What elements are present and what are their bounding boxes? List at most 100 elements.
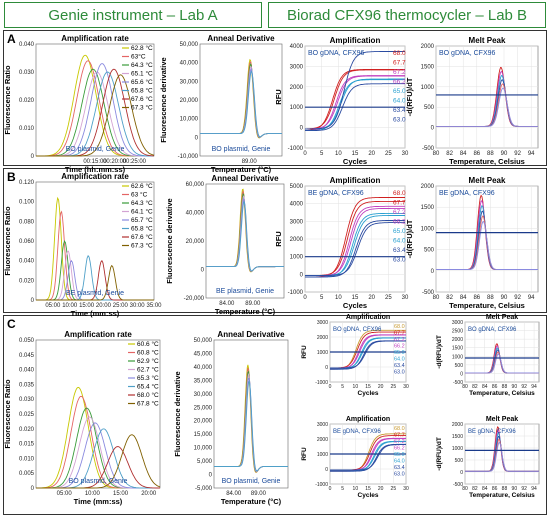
y-tick-label: 40,000 [186, 211, 205, 217]
x-tick-label: 92 [514, 295, 521, 301]
legend-entry: 65.4 °C [137, 383, 159, 391]
y-tick-label: 30,000 [194, 392, 213, 398]
y-tick-label: 0 [300, 126, 304, 132]
legend-entry: 64.3 °C [131, 199, 153, 207]
x-axis-label: Cycles [358, 390, 379, 397]
x-tick-label: 10 [353, 384, 359, 390]
chart-a1: Amplification rate 00:15:0000:20:0000:25:… [3, 34, 155, 174]
x-tick-label: 20 [378, 486, 384, 492]
x-tick-label: 10:00 [85, 491, 101, 497]
x-tick-label: 20 [368, 295, 375, 301]
y-axis-label: Fluorescence derivative [165, 198, 174, 283]
x-axis-label: Cycles [358, 492, 379, 499]
chart-title: Melt Peak [486, 314, 518, 321]
x-tick-label: 0 [303, 151, 307, 157]
y-tick-label: 10,000 [194, 446, 213, 452]
y-tick-label: 1000 [421, 226, 435, 232]
chart-annotation: BO plasmid, Genie [222, 478, 281, 485]
chart-b2: Anneal Derivative 84.00 89.00 -20,000 0 20,00… [165, 174, 285, 316]
x-axis-label: Time (mm:ss) [74, 497, 123, 506]
y-tick-label: -500 [453, 380, 463, 386]
legend-entry: 68.0 [394, 324, 405, 330]
x-tick-label: 5 [341, 384, 344, 390]
chart-title: Amplification [346, 314, 390, 321]
chart-annotation: BE gDNA, CFX96 [333, 429, 381, 435]
x-tick-label: 10 [353, 486, 359, 492]
legend-entry: 67.3 °C [131, 104, 153, 112]
legend-entry: 63.0 [394, 472, 405, 478]
y-tick-label: -1000 [315, 482, 328, 488]
x-tick-label: 82 [472, 486, 478, 492]
y-axis-label: RFU [274, 231, 283, 246]
y-tick-label: 1000 [452, 446, 463, 452]
y-tick-label: 500 [455, 363, 464, 369]
y-tick-label: 50,000 [194, 338, 213, 344]
chart-c1: Amplification rate 05:00 10:00 15:00 20:00 0 0… [3, 330, 161, 506]
chart-annotation: BE gDNA, CFX96 [308, 190, 364, 197]
series-line [330, 444, 406, 471]
chart-title: Anneal Derivative [211, 174, 279, 183]
header-lab-b: Biorad CFX96 thermocycler – Lab B [268, 2, 546, 28]
y-tick-label: 20,000 [186, 239, 205, 245]
chart-title: Melt Peak [469, 36, 506, 45]
x-tick-label: 92 [521, 384, 527, 390]
y-tick-label: 3000 [317, 320, 328, 326]
legend-entry: 63.0 [393, 117, 406, 124]
y-tick-label: 0.080 [19, 219, 35, 225]
x-tick-label: 30 [402, 151, 409, 157]
y-tick-label: 4000 [290, 44, 304, 50]
legend-entry: 67.8 °C [137, 400, 159, 408]
series-line [305, 220, 405, 278]
legend-entry: 63.4 [394, 465, 405, 471]
x-tick-label: 0 [303, 295, 307, 301]
y-tick-label: 0 [431, 269, 435, 275]
x-tick-label: 88 [487, 151, 494, 157]
x-tick-label: 00:25:00 [123, 159, 147, 165]
y-tick-label: 5,000 [197, 459, 213, 465]
legend-entry: 62.7 °C [137, 366, 159, 374]
y-axis-label: Fluorescence Ratio [3, 65, 12, 135]
legend-entry: 60.8 °C [137, 349, 159, 357]
x-axis-label: Temperature, Celsius [449, 301, 525, 310]
legend-entry: 67.3 °C [131, 242, 153, 250]
legend-entry: 66.2 [393, 219, 406, 226]
x-tick-label: 84.00 [219, 301, 235, 307]
y-tick-label: 0.040 [19, 259, 35, 265]
y-tick-label: 0 [460, 470, 463, 476]
legend-entry: 67.7 [393, 200, 406, 207]
y-tick-label: 0 [325, 467, 328, 473]
chart-title: Anneal Derivative [207, 34, 275, 43]
y-tick-label: 0 [460, 371, 463, 377]
legend-entry: 65.8 °C [131, 87, 153, 95]
y-axis-label: Fluorescence Ratio [3, 206, 12, 276]
x-tick-label: 94 [528, 295, 535, 301]
x-tick-label: 92 [514, 151, 521, 157]
y-tick-label: 35,000 [194, 378, 213, 384]
chart-annotation: BE plasmid, Genie [66, 290, 124, 297]
y-axis-label: -d(RFU)/dT [405, 77, 414, 116]
legend-entry: 67.2 [394, 439, 405, 445]
x-tick-label: 10 [335, 295, 342, 301]
x-tick-label: 30 [403, 486, 409, 492]
legend-entry: 66.2 [394, 446, 405, 452]
x-tick-label: 30:00 [130, 303, 146, 309]
legend-entry: 67.2 [393, 209, 406, 216]
x-tick-label: 00:15:00 [83, 159, 107, 165]
chart-annotation: BO gDNA, CFX96 [468, 327, 517, 333]
y-tick-label: 0.035 [19, 382, 35, 388]
y-tick-label: -5,000 [195, 486, 213, 492]
y-tick-label: 0.025 [19, 412, 35, 418]
x-axis-label: Temperature (°C) [215, 307, 276, 316]
legend-entry: 67.6 °C [131, 95, 153, 103]
x-tick-label: 82 [472, 384, 478, 390]
legend-entry: 63.0 [393, 257, 406, 264]
chart-a4: Melt Peak 80 82 84 86 88 90 92 94 -500 0 500 1000 150… [405, 36, 539, 166]
chart-annotation: BO plasmid, Genie [69, 478, 128, 485]
panel-label-b: B [7, 170, 16, 184]
legend-entry: 65.7 °C [131, 216, 153, 224]
x-tick-label: 86 [473, 295, 480, 301]
chart-annotation: BE gDNA, CFX96 [468, 429, 516, 435]
legend-entry: 62.6 °C [131, 182, 153, 190]
x-tick-label: 20:00 [141, 491, 157, 497]
